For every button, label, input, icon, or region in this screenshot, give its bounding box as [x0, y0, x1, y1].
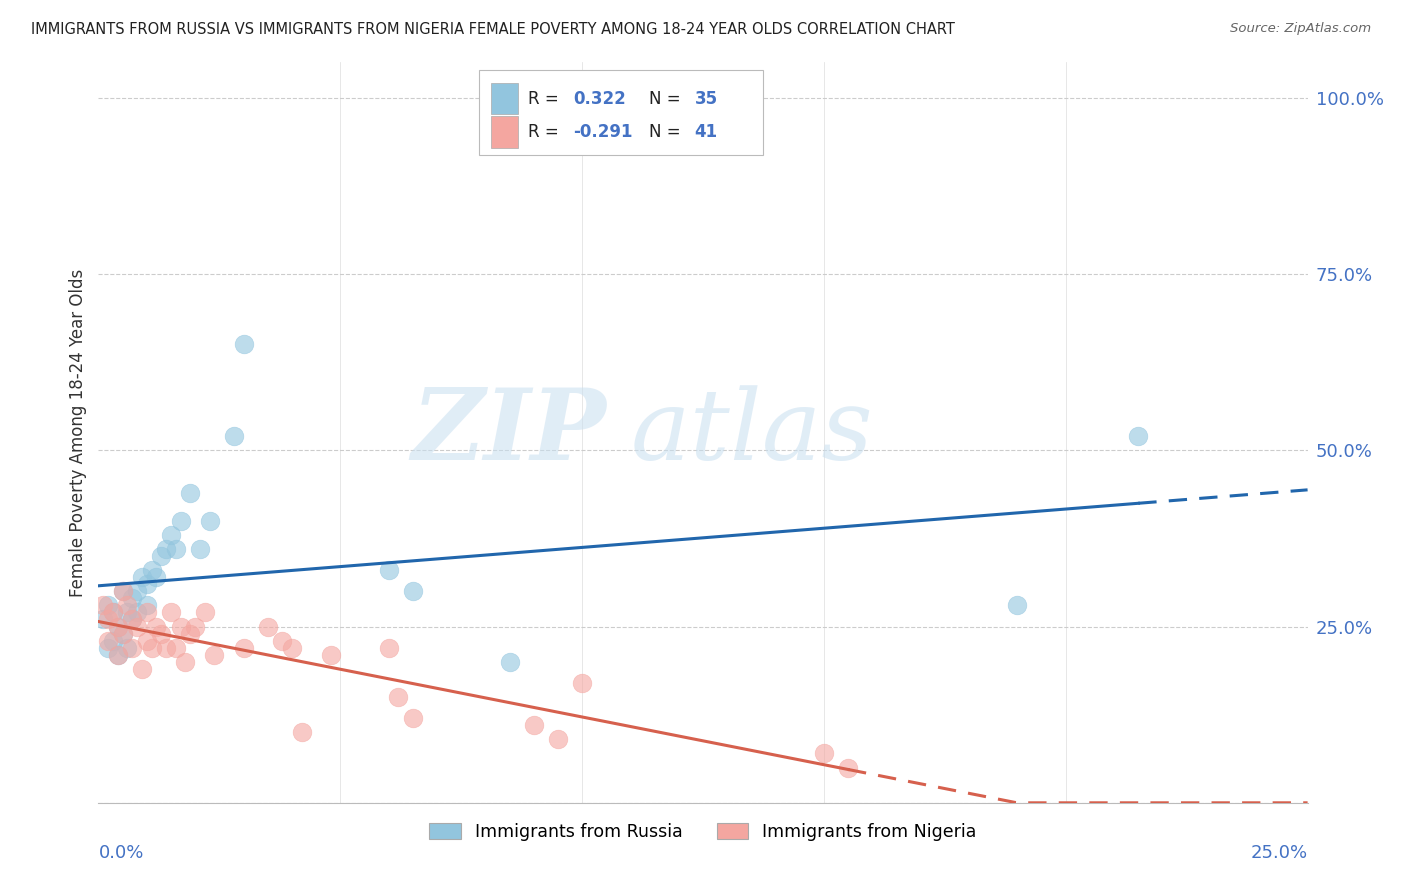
- Text: Source: ZipAtlas.com: Source: ZipAtlas.com: [1230, 22, 1371, 36]
- Point: [107, 648, 129, 662]
- Point: [222, 429, 245, 443]
- Point: [281, 640, 304, 655]
- Point: [256, 619, 278, 633]
- FancyBboxPatch shape: [479, 70, 763, 155]
- Point: [141, 563, 163, 577]
- Point: [198, 514, 221, 528]
- Point: [179, 626, 201, 640]
- Point: [319, 648, 342, 662]
- Point: [498, 655, 520, 669]
- Point: [121, 612, 143, 626]
- Point: [204, 648, 226, 662]
- Point: [107, 619, 129, 633]
- Point: [107, 619, 129, 633]
- Point: [165, 640, 187, 655]
- FancyBboxPatch shape: [492, 117, 517, 147]
- Point: [127, 606, 149, 620]
- Point: [101, 606, 124, 620]
- Point: [121, 591, 143, 606]
- Point: [117, 606, 139, 620]
- Point: [232, 640, 254, 655]
- Point: [290, 725, 312, 739]
- Point: [91, 612, 114, 626]
- Point: [121, 612, 143, 626]
- Point: [97, 640, 120, 655]
- Point: [111, 626, 134, 640]
- Point: [117, 599, 139, 613]
- Text: N =: N =: [648, 123, 681, 141]
- FancyBboxPatch shape: [492, 83, 517, 114]
- Point: [813, 747, 835, 761]
- Point: [179, 485, 201, 500]
- Point: [150, 626, 173, 640]
- Point: [131, 662, 153, 676]
- Text: 41: 41: [695, 123, 717, 141]
- Point: [523, 718, 546, 732]
- Text: IMMIGRANTS FROM RUSSIA VS IMMIGRANTS FROM NIGERIA FEMALE POVERTY AMONG 18-24 YEA: IMMIGRANTS FROM RUSSIA VS IMMIGRANTS FRO…: [31, 22, 955, 37]
- Point: [837, 760, 859, 774]
- Point: [571, 676, 593, 690]
- Text: ZIP: ZIP: [412, 384, 606, 481]
- Point: [121, 640, 143, 655]
- Point: [155, 541, 177, 556]
- Point: [232, 337, 254, 351]
- Text: N =: N =: [648, 90, 681, 108]
- Point: [97, 612, 120, 626]
- Point: [145, 619, 167, 633]
- Text: -0.291: -0.291: [574, 123, 633, 141]
- Text: 0.322: 0.322: [574, 90, 626, 108]
- Point: [194, 606, 217, 620]
- Point: [271, 633, 294, 648]
- Point: [135, 633, 157, 648]
- Point: [387, 690, 409, 704]
- Point: [165, 541, 187, 556]
- Point: [377, 640, 399, 655]
- Point: [111, 584, 134, 599]
- Point: [141, 640, 163, 655]
- Point: [131, 570, 153, 584]
- Point: [101, 606, 124, 620]
- Point: [91, 599, 114, 613]
- Point: [135, 577, 157, 591]
- Text: 35: 35: [695, 90, 717, 108]
- Point: [117, 640, 139, 655]
- Point: [1007, 599, 1029, 613]
- Point: [135, 599, 157, 613]
- Text: R =: R =: [527, 90, 558, 108]
- Point: [111, 584, 134, 599]
- Point: [97, 633, 120, 648]
- Text: 0.0%: 0.0%: [98, 844, 143, 862]
- Point: [1128, 429, 1150, 443]
- Y-axis label: Female Poverty Among 18-24 Year Olds: Female Poverty Among 18-24 Year Olds: [69, 268, 87, 597]
- Legend: Immigrants from Russia, Immigrants from Nigeria: Immigrants from Russia, Immigrants from …: [420, 814, 986, 850]
- Text: R =: R =: [527, 123, 558, 141]
- Point: [188, 541, 211, 556]
- Point: [160, 606, 183, 620]
- Point: [101, 633, 124, 648]
- Point: [107, 648, 129, 662]
- Point: [174, 655, 197, 669]
- Point: [184, 619, 207, 633]
- Point: [169, 619, 191, 633]
- Point: [160, 528, 183, 542]
- Point: [111, 626, 134, 640]
- Text: atlas: atlas: [630, 385, 873, 480]
- Point: [402, 584, 425, 599]
- Text: 25.0%: 25.0%: [1250, 844, 1308, 862]
- Point: [377, 563, 399, 577]
- Point: [155, 640, 177, 655]
- Point: [145, 570, 167, 584]
- Point: [547, 732, 569, 747]
- Point: [169, 514, 191, 528]
- Point: [135, 606, 157, 620]
- Point: [97, 599, 120, 613]
- Point: [127, 619, 149, 633]
- Point: [127, 584, 149, 599]
- Point: [402, 711, 425, 725]
- Point: [150, 549, 173, 563]
